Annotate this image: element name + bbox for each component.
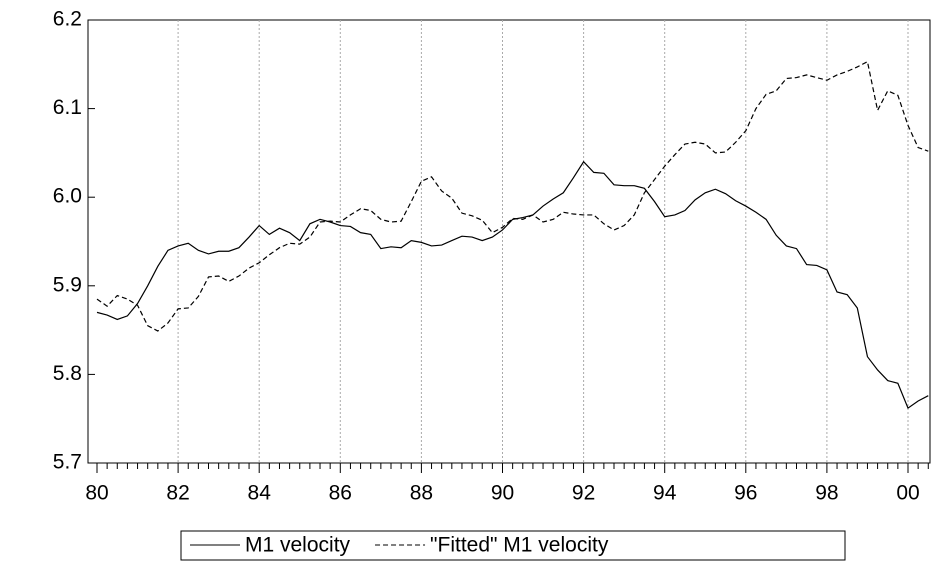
x-tick-label: 98 bbox=[815, 482, 838, 505]
legend-label: "Fitted" M1 velocity bbox=[430, 534, 609, 557]
x-tick-label: 00 bbox=[896, 482, 919, 505]
plot-frame bbox=[87, 19, 931, 464]
y-tick-label: 6.1 bbox=[53, 96, 82, 119]
x-tick-label: 94 bbox=[653, 482, 677, 505]
y-tick-label: 5.7 bbox=[53, 451, 82, 474]
x-tick-label: 92 bbox=[572, 482, 595, 505]
x-tick-label: 88 bbox=[410, 482, 433, 505]
x-tick-label: 96 bbox=[734, 482, 757, 505]
y-tick-label: 6.0 bbox=[53, 185, 82, 208]
x-tick-label: 82 bbox=[166, 482, 189, 505]
series-line bbox=[96, 160, 929, 409]
y-tick-label: 5.8 bbox=[53, 362, 82, 385]
x-tick-label: 90 bbox=[491, 482, 514, 505]
legend-label: M1 velocity bbox=[245, 534, 351, 557]
x-tick-label: 84 bbox=[248, 482, 272, 505]
x-tick-label: 86 bbox=[329, 482, 352, 505]
legend: M1 velocity "Fitted" M1 velocity bbox=[180, 530, 846, 561]
y-tick-label: 5.9 bbox=[53, 273, 82, 296]
series-line bbox=[96, 60, 929, 332]
x-tick-label: 80 bbox=[85, 482, 108, 505]
legend-box bbox=[180, 530, 846, 561]
y-tick-label: 6.2 bbox=[53, 8, 82, 31]
